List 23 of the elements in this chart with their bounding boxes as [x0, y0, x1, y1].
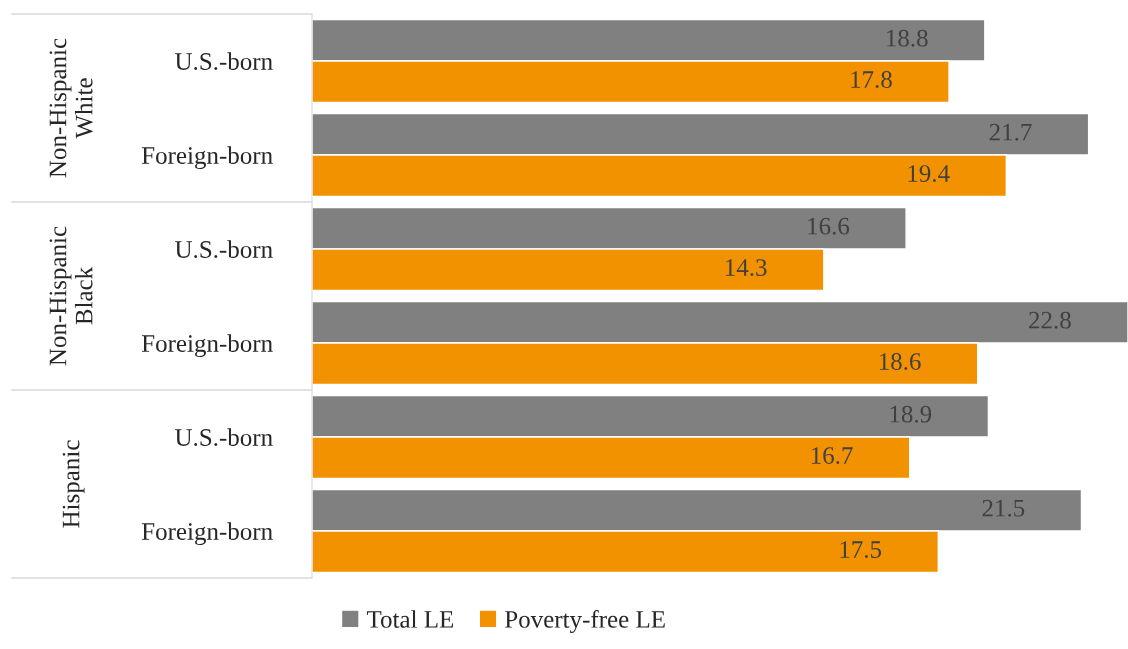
data-label: 16.7: [811, 447, 853, 465]
text: Non-Hispanic Black: [49, 226, 93, 366]
data-label: 18.6: [879, 353, 921, 371]
y-tick-label: U.S.-born: [175, 428, 273, 447]
data-label: 21.7: [989, 123, 1032, 141]
y-tick-label: Foreign-born: [141, 146, 273, 170]
data-label: 17.8: [851, 71, 892, 89]
legend-label: Poverty-free LE: [505, 609, 665, 633]
y-tick-label: Foreign-born: [141, 334, 273, 358]
legend-label: Total LE: [366, 610, 454, 628]
y-tick-label: Foreign-born: [141, 522, 273, 546]
text: Hispanic: [62, 440, 85, 528]
y-tick-label: U.S.-born: [175, 240, 273, 259]
y-tick-label: U.S.-born: [175, 52, 273, 71]
data-label: 22.8: [1029, 311, 1071, 329]
data-label: 18.8: [887, 29, 928, 47]
data-label: 16.6: [808, 217, 850, 235]
data-label: 18.9: [890, 405, 932, 423]
data-label: 17.5: [840, 541, 882, 559]
data-label: 21.5: [982, 499, 1025, 517]
data-label: 19.4: [908, 165, 950, 183]
data-label: 14.3: [725, 259, 767, 277]
text: Non-Hispanic White: [49, 38, 93, 178]
